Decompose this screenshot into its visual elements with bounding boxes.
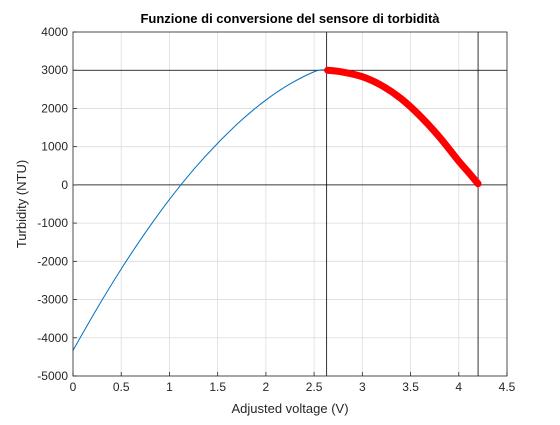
x-tick-label: 4: [455, 380, 462, 394]
plot-area: [73, 32, 507, 376]
reference-lines: [73, 32, 507, 376]
x-axis-ticks: 0 0.5 1 1.5 2 2.5 3 3.5 4 4.5: [70, 372, 516, 394]
x-tick-label: 2.5: [306, 380, 323, 394]
y-tick-label: -2000: [37, 254, 68, 268]
x-tick-label: 2: [263, 380, 270, 394]
series-layer: [72, 66, 482, 351]
x-tick-label: 0.5: [113, 380, 130, 394]
x-tick-label: 4.5: [499, 380, 516, 394]
blue-series-line: [72, 69, 329, 351]
x-axis-label: Adjusted voltage (V): [231, 401, 348, 416]
x-tick-label: 1.5: [209, 380, 226, 394]
y-axis-ticks: -5000 -4000 -3000 -2000 -1000 0 1000 2000 3000 40…: [37, 25, 77, 383]
chart-title: Funzione di conversione del sensore di t…: [140, 11, 440, 26]
y-tick-label: 4000: [41, 25, 68, 39]
y-tick-label: -3000: [37, 293, 68, 307]
axes-box: [72, 31, 508, 377]
red-series-line: [324, 66, 482, 188]
y-tick-label: -5000: [37, 369, 68, 383]
x-tick-label: 0: [70, 380, 77, 394]
y-tick-label: 2000: [41, 101, 68, 115]
y-axis-label: Turbidity (NTU): [14, 160, 29, 248]
y-tick-label: 3000: [41, 63, 68, 77]
y-tick-label: -4000: [37, 331, 68, 345]
y-tick-label: 0: [61, 178, 68, 192]
x-tick-label: 3.5: [402, 380, 419, 394]
y-tick-label: -1000: [37, 216, 68, 230]
x-tick-label: 3: [359, 380, 366, 394]
y-tick-label: 1000: [41, 140, 68, 154]
x-tick-label: 1: [166, 380, 173, 394]
